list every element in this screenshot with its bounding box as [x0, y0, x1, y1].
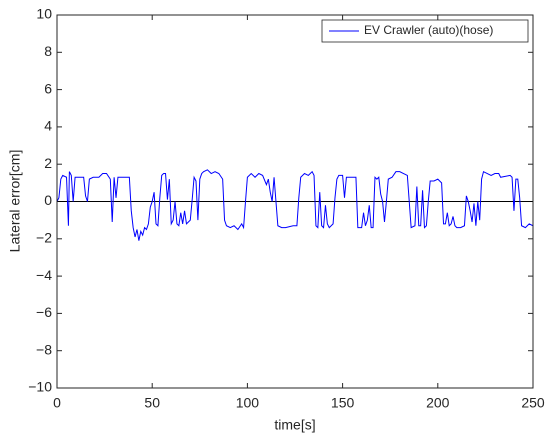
x-tick-label: 200: [426, 395, 450, 411]
y-tick-label: 2: [44, 155, 52, 171]
plot-frame: [56, 14, 534, 389]
x-tick-label: 0: [53, 395, 61, 411]
y-tick-label: 4: [44, 118, 52, 134]
y-tick-label: 6: [44, 80, 52, 96]
x-tick-label: 100: [236, 395, 260, 411]
y-tick-label: −4: [36, 267, 52, 283]
y-tick-label: −2: [36, 230, 52, 246]
y-tick-label: −10: [28, 379, 52, 395]
y-tick-label: 10: [36, 6, 52, 22]
y-tick-label: −6: [36, 304, 52, 320]
y-tick-label: 8: [44, 43, 52, 59]
y-axis-label: Lateral error[cm]: [7, 150, 23, 253]
x-tick-label: 50: [144, 395, 160, 411]
x-tick-label: 250: [521, 395, 545, 411]
y-tick-label: 0: [44, 192, 52, 208]
y-tick-label: −8: [36, 341, 52, 357]
legend-label: EV Crawler (auto)(hose): [364, 23, 493, 37]
x-tick-label: 150: [331, 395, 355, 411]
legend-box: [321, 19, 529, 43]
data-line: [56, 169, 534, 241]
x-axis-label: time[s]: [274, 417, 315, 433]
